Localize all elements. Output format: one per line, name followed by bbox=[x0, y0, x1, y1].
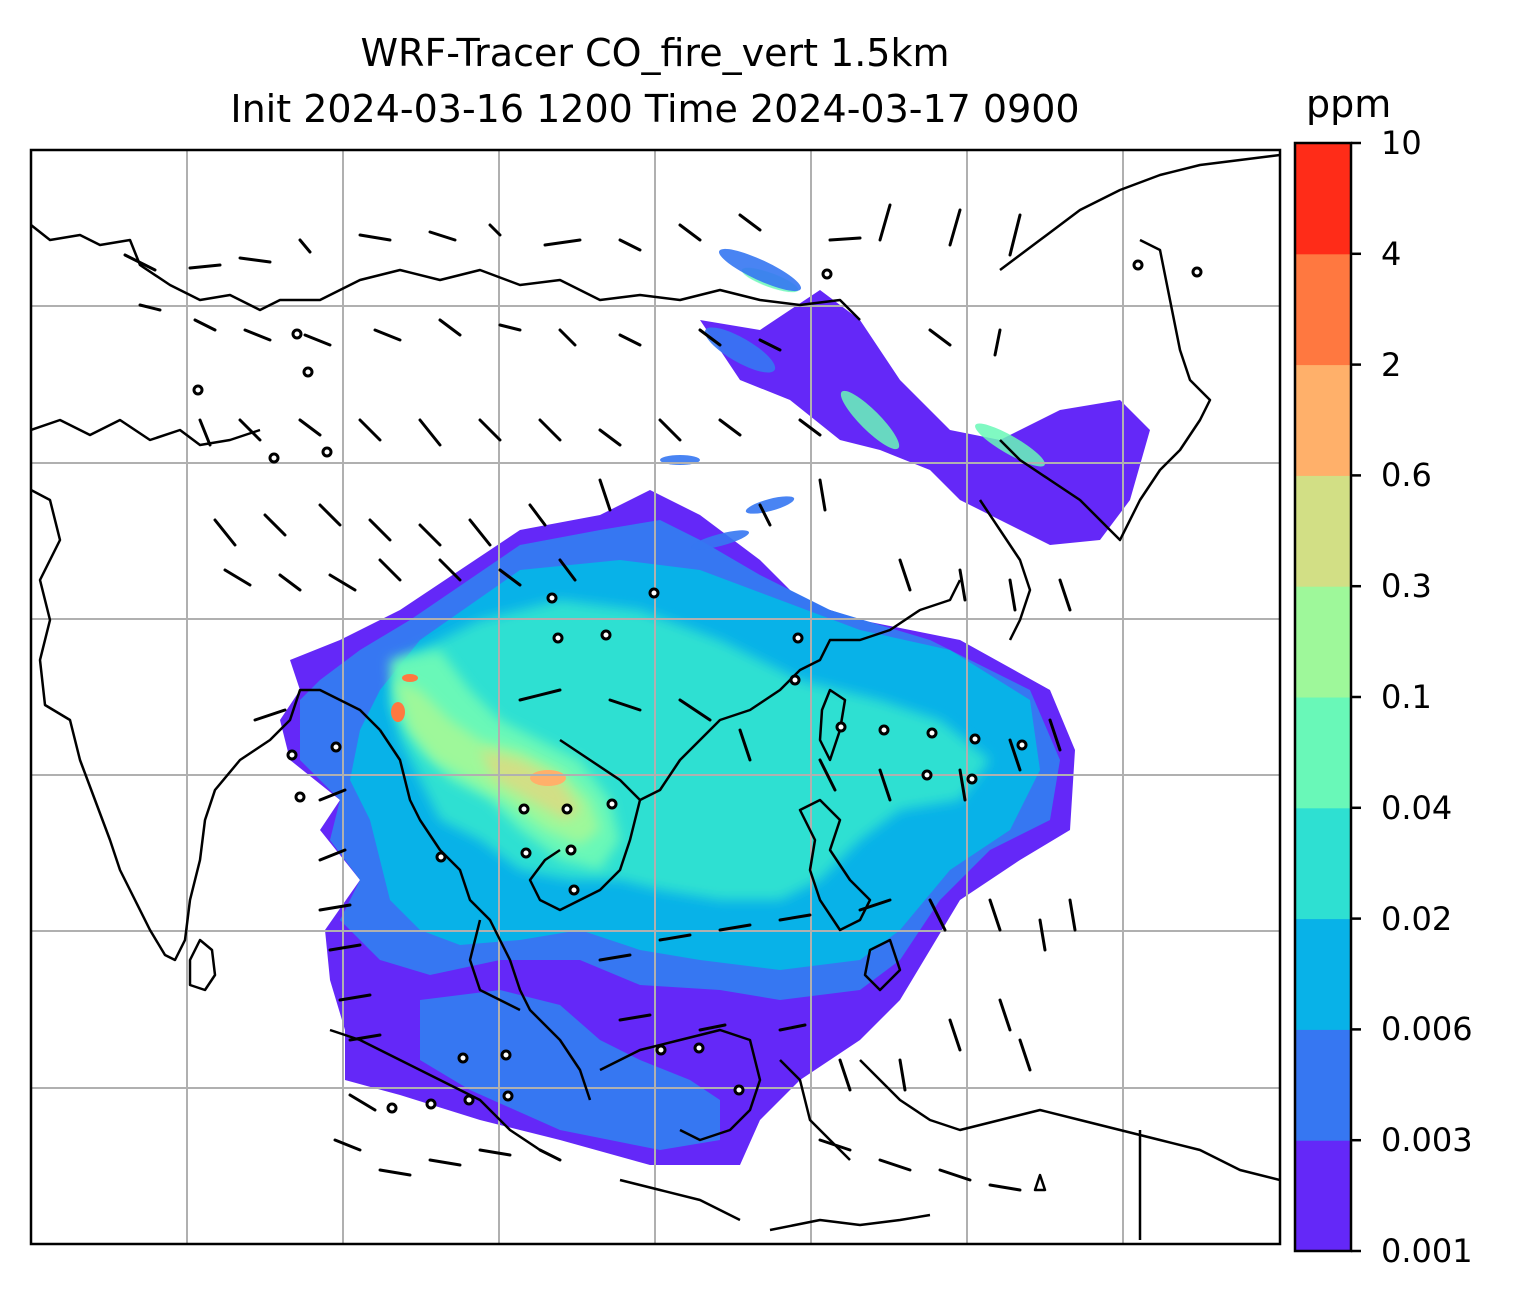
co-concentration-field bbox=[280, 248, 1150, 1165]
colorbar-segment bbox=[1295, 918, 1351, 1030]
colorbar-segment bbox=[1295, 364, 1351, 476]
colorbar-tick-label: 0.003 bbox=[1381, 1121, 1473, 1160]
conc-hotspot-2b bbox=[402, 674, 418, 682]
map-panel bbox=[31, 150, 1280, 1244]
colorbar-tick-label: 0.006 bbox=[1381, 1010, 1473, 1049]
conc-level-0.001-north bbox=[700, 290, 1150, 545]
colorbar-tick-label: 0.6 bbox=[1381, 456, 1432, 495]
colorbar-tick-label: 2 bbox=[1381, 345, 1402, 384]
colorbar-tick-label: 10 bbox=[1381, 124, 1422, 162]
map-gridlines bbox=[31, 150, 1280, 1244]
colorbar-segment bbox=[1295, 475, 1351, 587]
colorbar-segment bbox=[1295, 586, 1351, 698]
wind-barbs bbox=[123, 203, 1077, 1192]
map-title-line2: Init 2024-03-16 1200 Time 2024-03-17 090… bbox=[230, 87, 1080, 131]
colorbar-segment bbox=[1295, 1140, 1351, 1252]
station-markers bbox=[192, 259, 1203, 1114]
colorbar bbox=[1295, 141, 1361, 1253]
conc-hotspot-2 bbox=[391, 702, 405, 722]
colorbar-segment bbox=[1295, 253, 1351, 366]
map-frame bbox=[29, 148, 1282, 1246]
colorbar-tick-label: 0.1 bbox=[1381, 678, 1432, 716]
colorbar-segment bbox=[1295, 807, 1351, 920]
colorbar-unit: ppm bbox=[1306, 82, 1392, 126]
colorbar-tick-label: 0.3 bbox=[1381, 567, 1432, 606]
colorbar-frame bbox=[1293, 141, 1353, 1253]
colorbar-segment bbox=[1295, 1029, 1351, 1141]
colorbar-segment bbox=[1295, 697, 1351, 809]
colorbar-segment bbox=[1295, 143, 1351, 255]
colorbar-tick-label: 4 bbox=[1381, 234, 1402, 273]
colorbar-tick-label: 0.04 bbox=[1381, 788, 1453, 827]
conc-level-0.3 bbox=[480, 750, 580, 820]
colorbar-tick-label: 0.001 bbox=[1381, 1232, 1473, 1270]
map-title-line1: WRF-Tracer CO_fire_vert 1.5km bbox=[360, 31, 950, 75]
colorbar-tick-label: 0.02 bbox=[1381, 899, 1453, 938]
conc-level-0.003-south bbox=[420, 990, 720, 1150]
conc-hotspot-0.6 bbox=[530, 770, 566, 786]
